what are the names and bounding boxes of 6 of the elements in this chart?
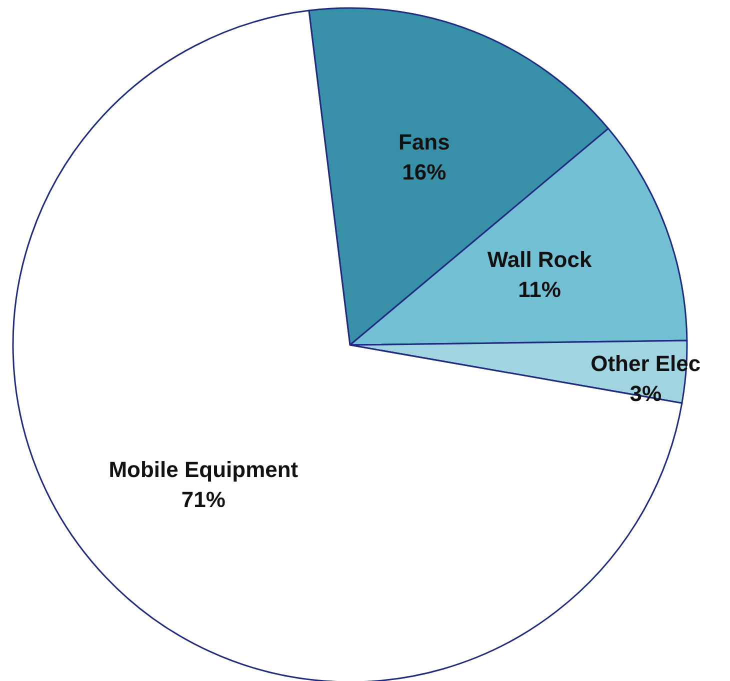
- data-label: 11%: [518, 277, 561, 302]
- data-label: 16%: [402, 159, 446, 184]
- slice-label: Mobile Equipment: [108, 456, 299, 482]
- slice-label: Wall Rock: [487, 247, 592, 272]
- slice-label: Fans: [398, 129, 450, 154]
- data-label: 71%: [181, 486, 226, 512]
